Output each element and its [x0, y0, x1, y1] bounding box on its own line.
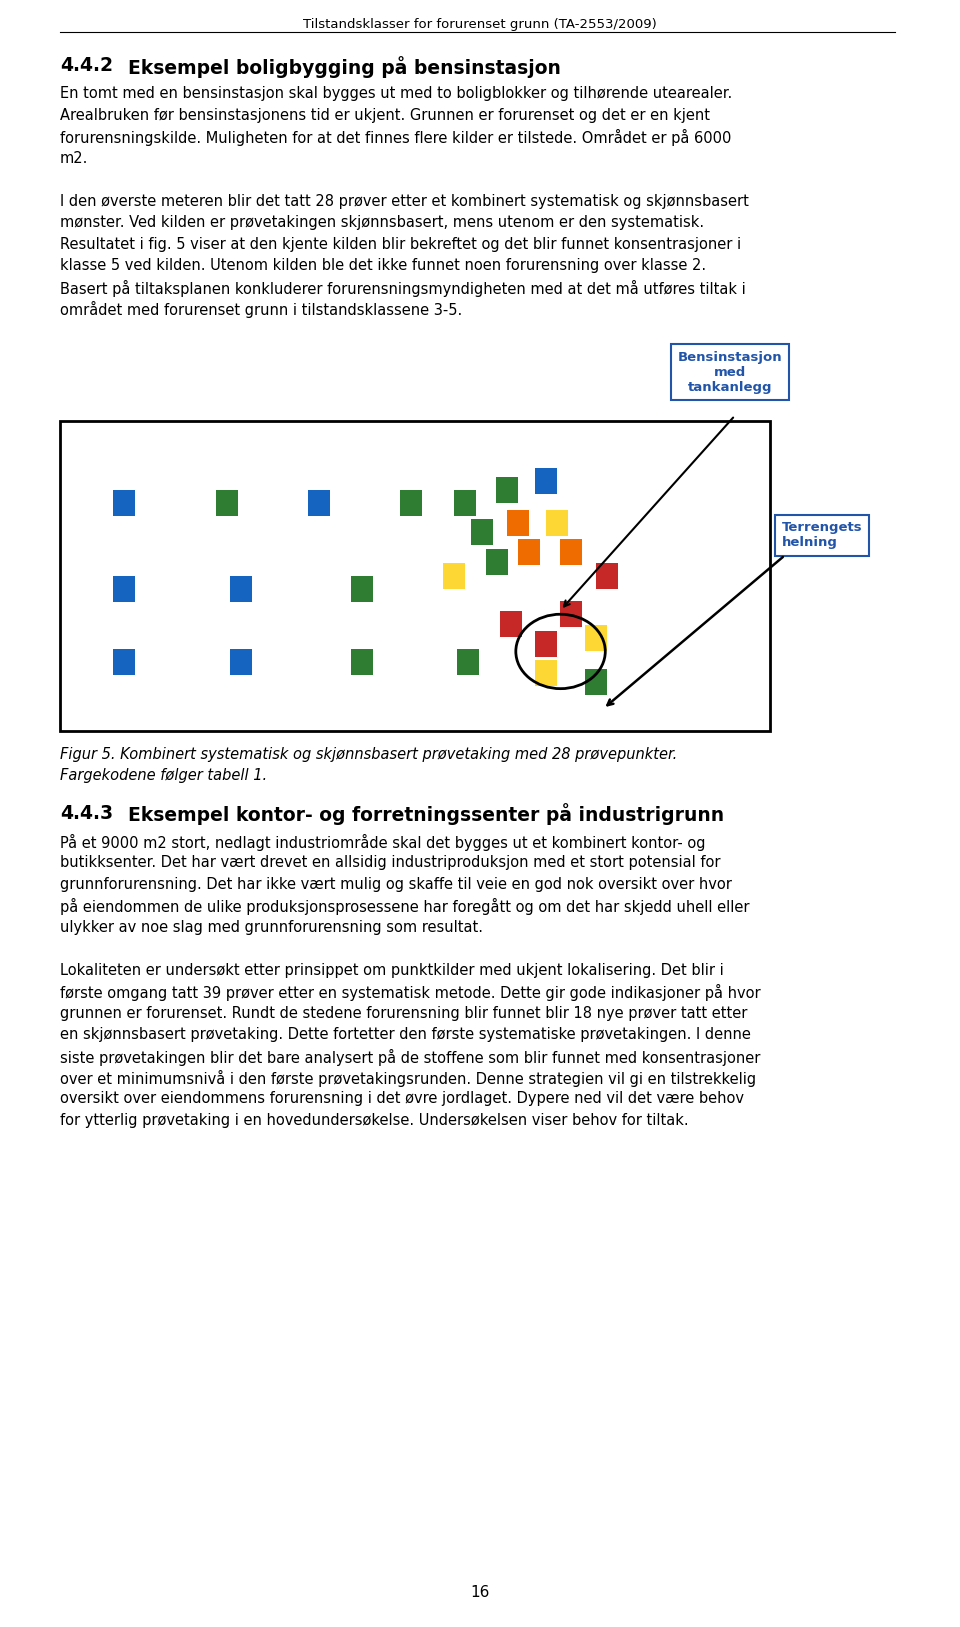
Text: Basert på tiltaksplanen konkluderer forurensningsmyndigheten med at det må utfør: Basert på tiltaksplanen konkluderer foru…	[60, 280, 746, 296]
Bar	[230, 649, 252, 675]
Text: Fargekodene følger tabell 1.: Fargekodene følger tabell 1.	[60, 768, 267, 783]
Bar	[507, 509, 529, 535]
Text: en skjønnsbasert prøvetaking. Dette fortetter den første systematiske prøvetakin: en skjønnsbasert prøvetaking. Dette fort…	[60, 1027, 751, 1041]
Bar	[585, 669, 607, 695]
Text: mønster. Ved kilden er prøvetakingen skjønnsbasert, mens utenom er den systemati: mønster. Ved kilden er prøvetakingen skj…	[60, 215, 704, 229]
Text: for ytterlig prøvetaking i en hovedundersøkelse. Undersøkelsen viser behov for t: for ytterlig prøvetaking i en hovedunder…	[60, 1113, 688, 1128]
Text: Eksempel kontor- og forretningssenter på industrigrunn: Eksempel kontor- og forretningssenter på…	[128, 804, 724, 825]
Bar	[536, 661, 558, 687]
Text: I den øverste meteren blir det tatt 28 prøver etter et kombinert systematisk og : I den øverste meteren blir det tatt 28 p…	[60, 194, 749, 208]
Bar	[350, 576, 372, 602]
Bar	[457, 649, 479, 675]
Text: butikksenter. Det har vært drevet en allsidig industriproduksjon med et stort po: butikksenter. Det har vært drevet en all…	[60, 856, 721, 870]
Text: m2.: m2.	[60, 151, 88, 166]
Text: Resultatet i fig. 5 viser at den kjente kilden blir bekreftet og det blir funnet: Resultatet i fig. 5 viser at den kjente …	[60, 236, 741, 252]
Bar	[517, 539, 540, 565]
Bar	[350, 649, 372, 675]
Bar	[536, 469, 558, 495]
Bar	[454, 490, 476, 516]
Text: Figur 5. Kombinert systematisk og skjønnsbasert prøvetaking med 28 prøvepunkter.: Figur 5. Kombinert systematisk og skjønn…	[60, 747, 677, 761]
Text: over et minimumsnivå i den første prøvetakingsrunden. Denne strategien vil gi en: over et minimumsnivå i den første prøvet…	[60, 1071, 756, 1087]
Text: 4.4.2: 4.4.2	[60, 55, 113, 75]
Bar	[585, 625, 607, 651]
Bar	[308, 490, 330, 516]
Bar	[60, 420, 770, 731]
Bar	[496, 477, 518, 503]
Bar	[561, 539, 582, 565]
Text: på eiendommen de ulike produksjonsprosessene har foregått og om det har skjedd u: på eiendommen de ulike produksjonsproses…	[60, 898, 750, 914]
Text: ulykker av noe slag med grunnforurensning som resultat.: ulykker av noe slag med grunnforurensnin…	[60, 919, 483, 934]
Bar	[113, 576, 135, 602]
Text: Terrengets
helning: Terrengets helning	[782, 521, 863, 550]
Text: grunnen er forurenset. Rundt de stedene forurensning blir funnet blir 18 nye prø: grunnen er forurenset. Rundt de stedene …	[60, 1005, 748, 1020]
Text: 16: 16	[470, 1585, 490, 1599]
Text: oversikt over eiendommens forurensning i det øvre jordlaget. Dypere ned vil det : oversikt over eiendommens forurensning i…	[60, 1092, 744, 1106]
Bar	[216, 490, 238, 516]
Text: klasse 5 ved kilden. Utenom kilden ble det ikke funnet noen forurensning over kl: klasse 5 ved kilden. Utenom kilden ble d…	[60, 259, 707, 273]
Text: første omgang tatt 39 prøver etter en systematisk metode. Dette gir gode indikas: første omgang tatt 39 prøver etter en sy…	[60, 984, 760, 1001]
Text: Tilstandsklasser for forurenset grunn (TA-2553/2009): Tilstandsklasser for forurenset grunn (T…	[303, 18, 657, 31]
Bar	[546, 509, 568, 535]
Text: Lokaliteten er undersøkt etter prinsippet om punktkilder med ukjent lokalisering: Lokaliteten er undersøkt etter prinsippe…	[60, 963, 724, 978]
Text: 4.4.3: 4.4.3	[60, 804, 113, 823]
Text: På et 9000 m2 stort, nedlagt industriområde skal det bygges ut et kombinert kont: På et 9000 m2 stort, nedlagt industriomr…	[60, 833, 706, 851]
Bar	[444, 563, 465, 589]
Bar	[230, 576, 252, 602]
Text: Bensinstasjon
med
tankanlegg: Bensinstasjon med tankanlegg	[678, 350, 782, 394]
Text: Eksempel boligbygging på bensinstasjon: Eksempel boligbygging på bensinstasjon	[128, 55, 561, 78]
Text: området med forurenset grunn i tilstandsklassene 3-5.: området med forurenset grunn i tilstands…	[60, 301, 463, 317]
Text: forurensningskilde. Muligheten for at det finnes flere kilder er tilstede. Områd: forurensningskilde. Muligheten for at de…	[60, 129, 732, 146]
Text: grunnforurensning. Det har ikke vært mulig og skaffe til veie en god nok oversik: grunnforurensning. Det har ikke vært mul…	[60, 877, 732, 892]
Bar	[500, 610, 522, 636]
Bar	[486, 548, 508, 574]
Bar	[113, 649, 135, 675]
Bar	[561, 602, 582, 628]
Text: En tomt med en bensinstasjon skal bygges ut med to boligblokker og tilhørende ut: En tomt med en bensinstasjon skal bygges…	[60, 86, 732, 101]
Text: siste prøvetakingen blir det bare analysert på de stoffene som blir funnet med k: siste prøvetakingen blir det bare analys…	[60, 1048, 760, 1066]
Text: Arealbruken før bensinstasjonens tid er ukjent. Grunnen er forurenset og det er : Arealbruken før bensinstasjonens tid er …	[60, 107, 710, 122]
Bar	[596, 563, 617, 589]
Bar	[113, 490, 135, 516]
Bar	[536, 631, 558, 657]
Bar	[471, 519, 493, 545]
Bar	[400, 490, 422, 516]
